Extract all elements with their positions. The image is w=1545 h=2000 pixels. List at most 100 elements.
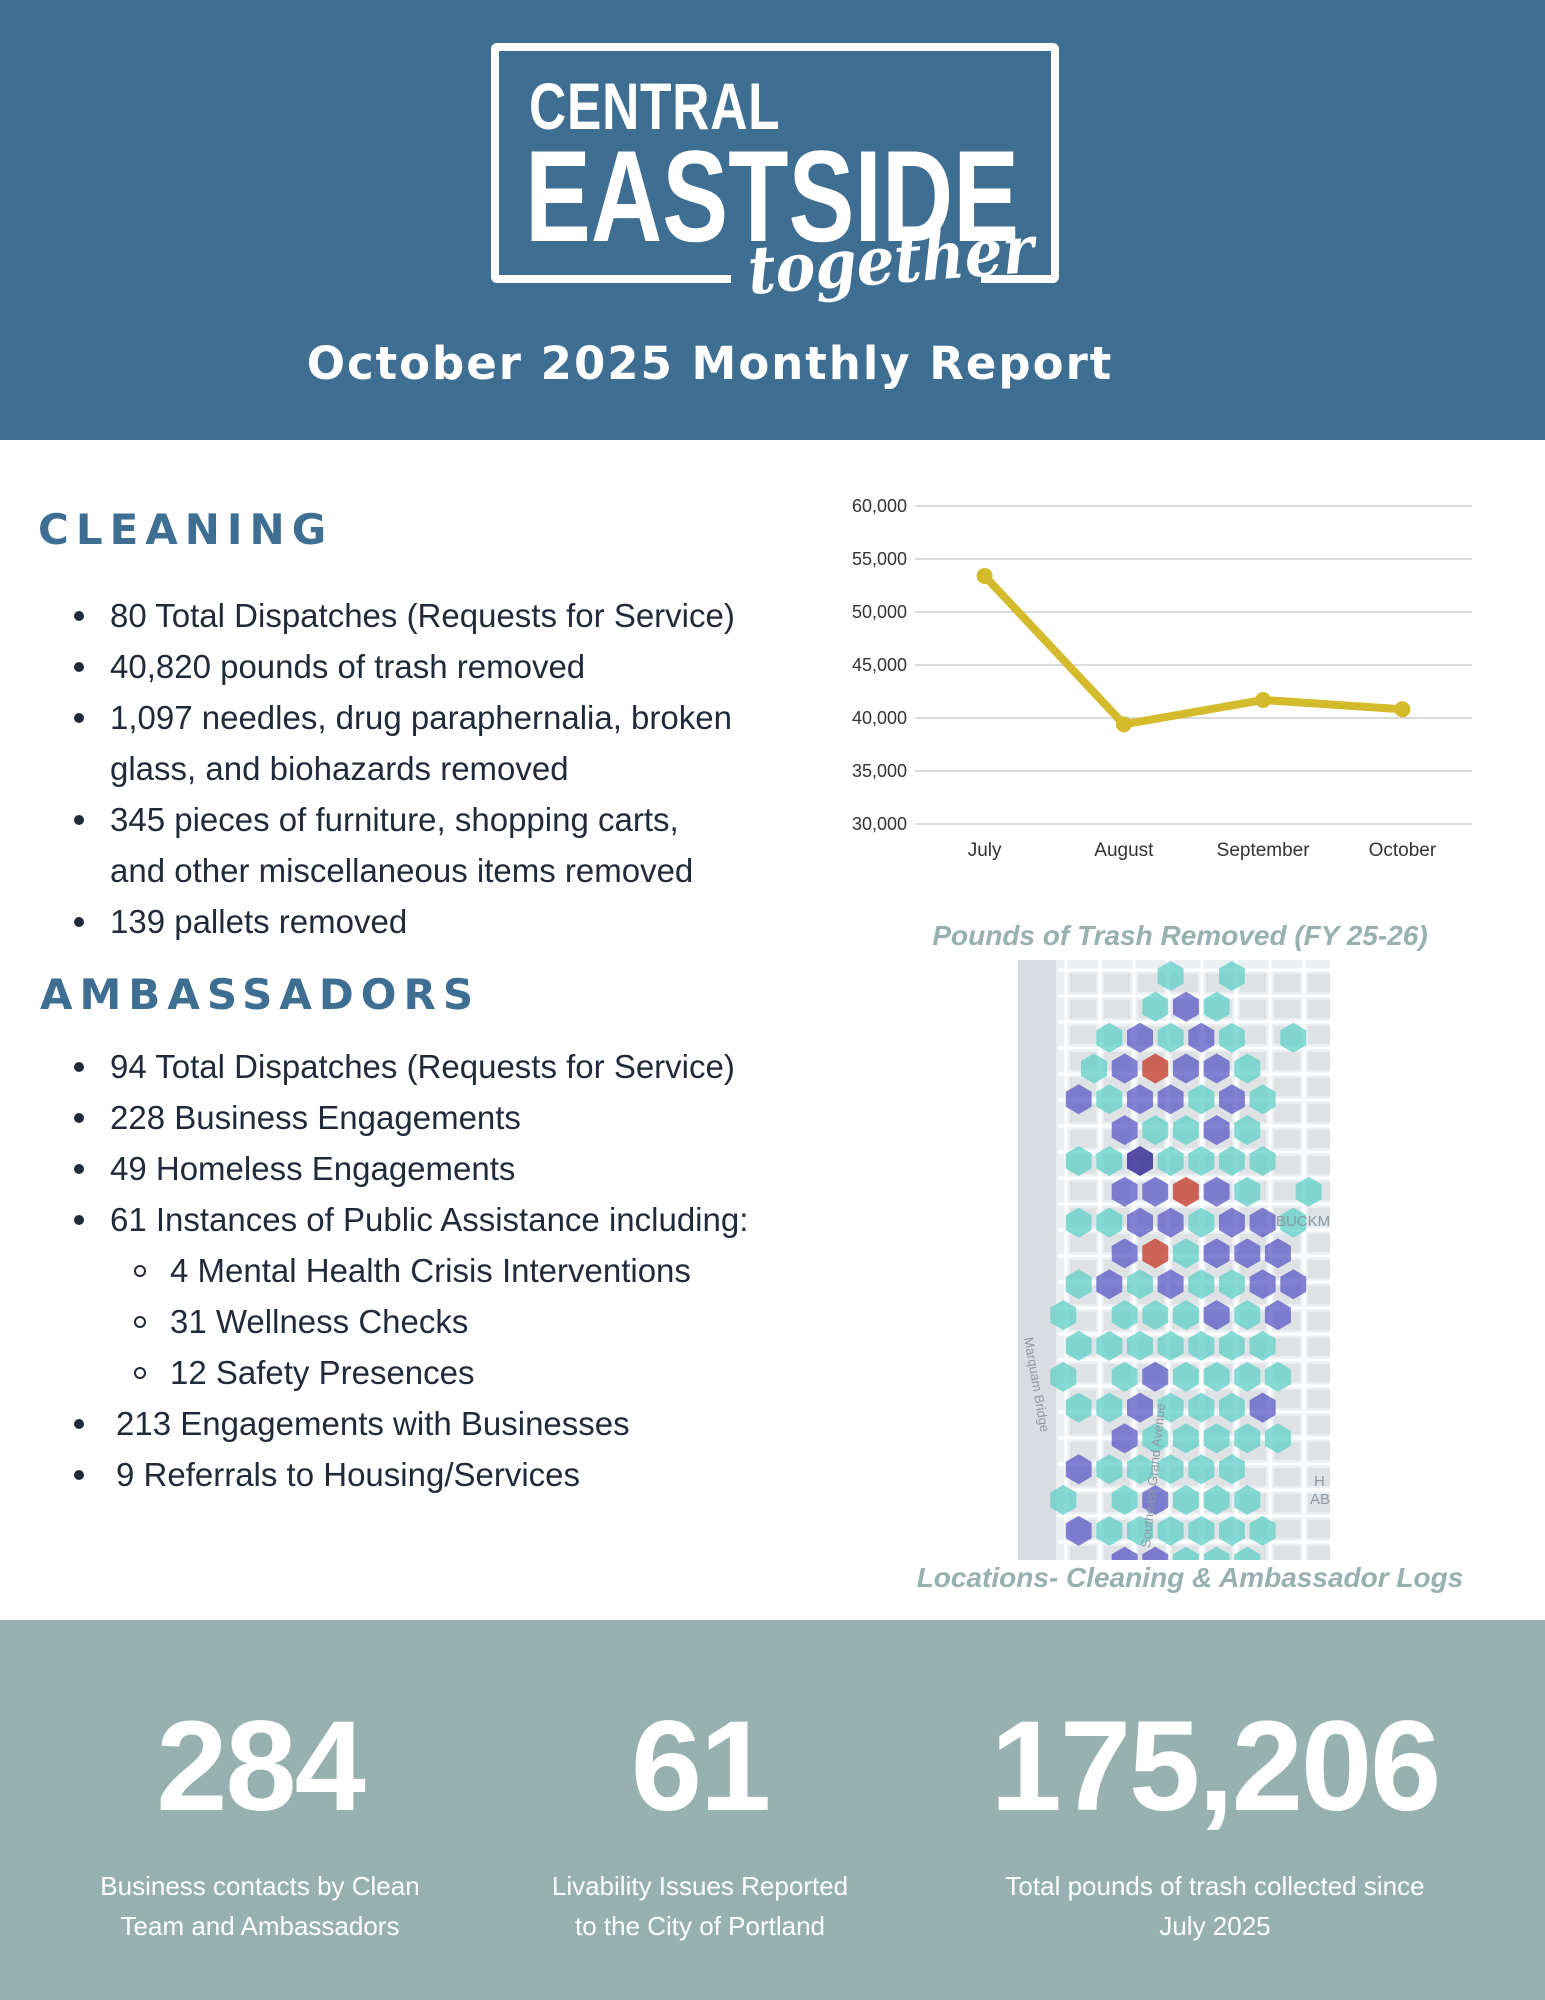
hex-cell (1127, 1392, 1153, 1423)
x-tick-label: July (968, 840, 1002, 861)
hex-cell (1065, 1392, 1092, 1423)
city-block (1308, 1026, 1330, 1044)
stat-business-contacts: 284 Business contacts by Clean Team and … (60, 1620, 460, 1946)
city-block (1070, 1546, 1096, 1560)
city-block (1070, 1130, 1096, 1148)
hex-cell (1096, 1330, 1123, 1361)
hex-cell (1188, 1146, 1215, 1176)
hex-cell (1065, 1146, 1092, 1176)
data-point (1394, 701, 1411, 718)
hex-cell (1127, 1454, 1153, 1485)
hex-cell (1249, 1515, 1276, 1546)
list-item: 61 Instances of Public Assistance includ… (74, 1194, 814, 1245)
chart-title: Pounds of Trash Removed (FY 25-26) (932, 920, 1428, 951)
hex-cell (1295, 1176, 1322, 1207)
hex-cell (1157, 1146, 1184, 1176)
list-item: 1,097 needles, drug paraphernalia, broke… (74, 692, 794, 743)
hex-cell (1111, 1176, 1138, 1207)
y-tick-label: 45,000 (852, 655, 907, 675)
hex-cell (1203, 1176, 1230, 1207)
cleaning-heading: CLEANING (38, 505, 334, 554)
sub-list-item: 31 Wellness Checks (74, 1296, 814, 1347)
city-block (1070, 1364, 1096, 1382)
logo-eastside-text: EASTSIDE (525, 123, 1020, 269)
hex-cell (1142, 1115, 1169, 1146)
hex-cell (1249, 1146, 1276, 1176)
hex-cell (1203, 991, 1230, 1022)
hex-cell (1157, 961, 1184, 991)
hex-cell (1203, 1361, 1230, 1392)
hex-cell (1188, 1515, 1215, 1546)
hex-cell (1050, 1300, 1077, 1331)
city-block (1308, 1260, 1330, 1278)
stat-label-line: to the City of Portland (574, 1911, 826, 1941)
list-item-continuation: glass, and biohazards removed (110, 750, 569, 787)
city-block (1308, 1130, 1330, 1148)
hex-cell (1280, 1207, 1307, 1238)
hex-cell (1249, 1330, 1276, 1361)
hex-cell (1157, 1454, 1184, 1485)
stat-value: 61 (630, 1695, 771, 1838)
hex-cell (1096, 1392, 1123, 1423)
city-block (1308, 1468, 1330, 1486)
y-tick-label: 40,000 (852, 708, 907, 728)
hex-cell (1219, 1207, 1245, 1238)
hex-cell (1188, 1084, 1215, 1115)
hex-cell (1065, 1330, 1092, 1361)
ambassadors-list: 94 Total Dispatches (Requests for Servic… (74, 1041, 814, 1500)
hex-cell (1280, 1022, 1307, 1053)
hex-cell (1050, 1361, 1077, 1392)
hex-cell (1234, 1053, 1261, 1084)
hex-cell (1127, 1330, 1153, 1361)
hex-cell (1219, 1454, 1245, 1485)
stat-livability-issues: 61 Livability Issues Reported to the Cit… (500, 1620, 900, 1946)
city-block (1308, 1416, 1330, 1434)
hex-cell (1173, 1238, 1199, 1269)
hex-cell (1142, 1485, 1169, 1515)
city-block (1274, 1468, 1300, 1486)
list-item: 213 Engagements with Businesses (74, 1398, 814, 1449)
city-block (1274, 1104, 1300, 1122)
list-item: 80 Total Dispatches (Requests for Servic… (74, 590, 794, 641)
city-block (1308, 1208, 1330, 1226)
data-point (1255, 691, 1272, 708)
city-block (1308, 1520, 1330, 1538)
stat-label-line: July 2025 (1159, 1911, 1271, 1941)
city-block (1274, 1052, 1300, 1070)
hex-cell (1096, 1207, 1123, 1238)
map-caption: Locations- Cleaning & Ambassador Logs (916, 1562, 1464, 1593)
hex-cell (1111, 1238, 1138, 1269)
hex-cell (1219, 1269, 1245, 1300)
hex-cell (1249, 1392, 1276, 1423)
hex-cell (1065, 1454, 1092, 1485)
hex-cell (1219, 1392, 1245, 1423)
hex-cell (1157, 1207, 1184, 1238)
city-block (1274, 1494, 1300, 1512)
city-block (1070, 974, 1096, 992)
y-tick-label: 30,000 (852, 814, 907, 834)
hex-cell (1065, 1084, 1092, 1115)
hex-cell (1173, 1485, 1199, 1515)
ambassadors-heading: AMBASSADORS (40, 970, 481, 1019)
hex-cell (1111, 1053, 1138, 1084)
data-point (976, 567, 993, 584)
stat-label-line: Team and Ambassadors (120, 1911, 400, 1941)
city-block (1274, 1000, 1300, 1018)
hex-cell (1142, 1176, 1169, 1207)
hex-cell (1264, 1423, 1291, 1454)
city-block (1104, 1000, 1130, 1018)
data-point (1115, 716, 1132, 733)
hex-cell (1127, 1207, 1153, 1238)
hex-cell (1203, 1238, 1230, 1269)
hex-cell (1127, 1515, 1153, 1546)
city-block (1308, 1494, 1330, 1512)
city-block (1240, 1000, 1266, 1018)
hex-cell (1065, 1515, 1092, 1546)
city-block (1308, 1442, 1330, 1460)
hex-cell (1219, 1330, 1245, 1361)
header-banner: CENTRAL EASTSIDE together October 2025 M… (0, 0, 1545, 440)
hex-cell (1234, 1300, 1261, 1331)
cleaning-list: 80 Total Dispatches (Requests for Servic… (74, 590, 794, 947)
hex-cell (1157, 1330, 1184, 1361)
